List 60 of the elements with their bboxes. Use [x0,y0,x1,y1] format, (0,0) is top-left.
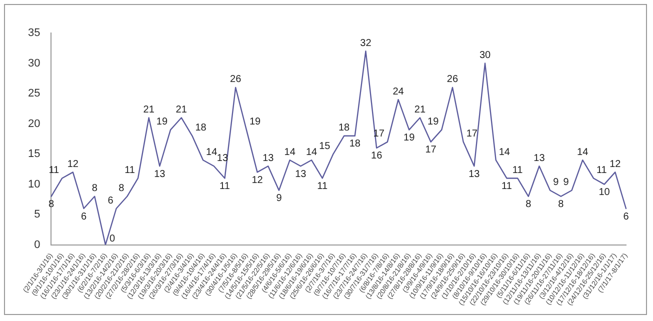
data-label: 24 [392,86,404,98]
data-label: 32 [360,38,372,49]
data-label: 26 [446,74,458,86]
y-tick-label: 35 [28,27,40,40]
data-label: 8 [92,183,98,194]
data-label: 13 [154,168,166,180]
data-label: 6 [623,211,630,222]
data-label: 21 [143,104,155,116]
data-label: 16 [371,150,383,162]
y-tick-label: 15 [28,148,40,160]
data-label: 21 [176,104,188,116]
y-tick-label: 10 [28,178,40,190]
y-tick-label: 0 [34,238,40,251]
data-label: 11 [596,164,608,176]
data-label: 14 [498,146,510,158]
data-label: 11 [512,164,524,176]
data-label: 8 [48,199,54,210]
data-label: 11 [48,164,60,176]
data-label: 9 [276,193,282,204]
data-label: 19 [404,132,416,144]
data-label: 18 [195,122,207,134]
data-label: 9 [553,177,560,188]
data-label: 8 [558,199,564,210]
data-label: 8 [118,183,125,194]
data-label: 17 [425,144,437,156]
data-label: 8 [526,199,532,210]
data-label: 14 [306,146,318,158]
data-label: 19 [428,116,440,128]
data-label: 11 [502,180,512,192]
data-label: 6 [80,211,87,222]
data-label: 13 [295,168,307,180]
data-label: 15 [319,140,331,152]
y-tick-label: 30 [28,57,40,70]
data-label: 13 [262,152,274,164]
y-tick-label: 25 [28,88,40,100]
data-label: 12 [67,158,79,170]
data-label: 18 [338,122,350,134]
data-label: 14 [284,146,296,158]
data-label: 9 [563,177,570,188]
y-tick-label: 5 [34,208,40,221]
data-label: 18 [349,138,361,150]
y-tick-label: 20 [28,118,40,130]
data-label: 11 [317,180,328,192]
data-label: 12 [252,174,264,186]
data-label: 19 [249,116,261,128]
data-label: 6 [108,195,114,206]
data-label: 13 [468,168,480,180]
data-label: 21 [414,104,426,116]
data-label: 11 [220,180,230,192]
data-label: 12 [610,158,622,170]
data-label: 11 [124,164,136,176]
data-label: 14 [577,146,589,158]
data-label: 0 [109,234,116,245]
data-label: 13 [534,152,546,164]
data-label: 14 [206,146,218,158]
data-label: 10 [598,187,610,198]
data-label: 30 [479,50,492,62]
data-label: 26 [230,74,242,86]
data-label: 19 [156,116,168,128]
data-label: 17 [466,128,478,140]
